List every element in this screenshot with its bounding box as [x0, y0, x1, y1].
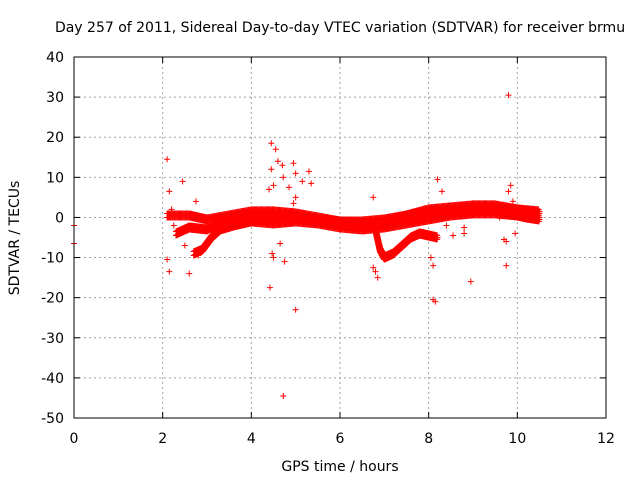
data-point: [461, 224, 468, 231]
data-points: [71, 92, 543, 399]
data-point: [496, 214, 503, 221]
y-tick-label: -20: [41, 291, 64, 307]
y-tick-label: -30: [41, 331, 64, 347]
data-point: [290, 160, 297, 167]
axes: 0 2 4 6 8 10 12 40 30 20 10 0 -10 -20 -30 -40 -50: [41, 50, 615, 447]
x-tick-label: 6: [336, 431, 345, 447]
data-point: [292, 170, 299, 177]
data-point: [505, 188, 512, 195]
data-point: [467, 278, 474, 285]
data-point: [268, 166, 275, 173]
data-point: [280, 392, 287, 399]
data-point: [166, 188, 173, 195]
data-point: [281, 258, 288, 265]
x-axis-label: GPS time / hours: [281, 459, 398, 475]
x-tick-label: 2: [158, 431, 167, 447]
data-point: [266, 284, 273, 291]
data-point: [503, 262, 510, 269]
data-point: [274, 158, 281, 165]
y-tick-label: 30: [46, 90, 64, 106]
data-point: [280, 174, 287, 181]
y-tick-label: -40: [41, 371, 64, 387]
data-point: [450, 232, 457, 239]
data-point: [305, 168, 312, 175]
y-tick-label: -10: [41, 251, 64, 267]
y-tick-label: -50: [41, 411, 64, 427]
y-tick-label: 20: [46, 130, 64, 146]
y-tick-label: 10: [46, 170, 64, 186]
data-point: [434, 176, 441, 183]
data-point: [279, 162, 286, 169]
data-point: [286, 184, 293, 191]
chart-title: Day 257 of 2011, Sidereal Day-to-day VTE…: [55, 20, 625, 36]
data-point: [509, 198, 516, 205]
data-point: [290, 200, 297, 207]
data-point: [505, 92, 512, 99]
data-point: [370, 264, 377, 271]
x-tick-label: 10: [508, 431, 526, 447]
data-point: [299, 178, 306, 185]
data-point: [192, 198, 199, 205]
data-point: [376, 242, 383, 249]
y-axis-label: SDTVAR / TECUs: [7, 181, 23, 296]
x-tick-label: 12: [597, 431, 615, 447]
x-tick-label: 8: [424, 431, 433, 447]
data-point: [179, 178, 186, 185]
data-point: [268, 140, 275, 147]
data-point: [270, 254, 277, 261]
data-point: [166, 268, 173, 275]
data-point: [195, 252, 202, 259]
data-point: [516, 210, 523, 217]
data-point: [503, 238, 510, 245]
data-point: [434, 234, 441, 241]
data-point: [438, 188, 445, 195]
x-tick-label: 0: [70, 431, 79, 447]
data-point: [430, 262, 437, 269]
y-tick-label: 0: [55, 210, 64, 226]
y-tick-label: 40: [46, 50, 64, 66]
plot-frame: [73, 56, 607, 419]
data-point: [292, 194, 299, 201]
data-point: [512, 230, 519, 237]
data-point: [427, 254, 434, 261]
data-point: [186, 270, 193, 277]
x-tick-label: 4: [247, 431, 256, 447]
data-point: [536, 208, 543, 215]
data-point: [181, 242, 188, 249]
data-point: [374, 274, 381, 281]
data-point: [168, 206, 175, 213]
data-point: [164, 256, 171, 263]
data-point: [272, 146, 279, 153]
data-point: [266, 186, 273, 193]
data-point: [308, 180, 315, 187]
data-point: [370, 194, 377, 201]
data-point: [170, 222, 177, 229]
data-point: [292, 306, 299, 313]
data-point: [461, 230, 468, 237]
data-point: [270, 182, 277, 189]
data-point: [443, 222, 450, 229]
data-point: [432, 298, 439, 305]
data-point: [269, 250, 276, 257]
data-point: [164, 156, 171, 163]
data-point: [372, 268, 379, 275]
data-point: [536, 214, 543, 221]
data-point: [277, 240, 284, 247]
data-point: [507, 182, 514, 189]
